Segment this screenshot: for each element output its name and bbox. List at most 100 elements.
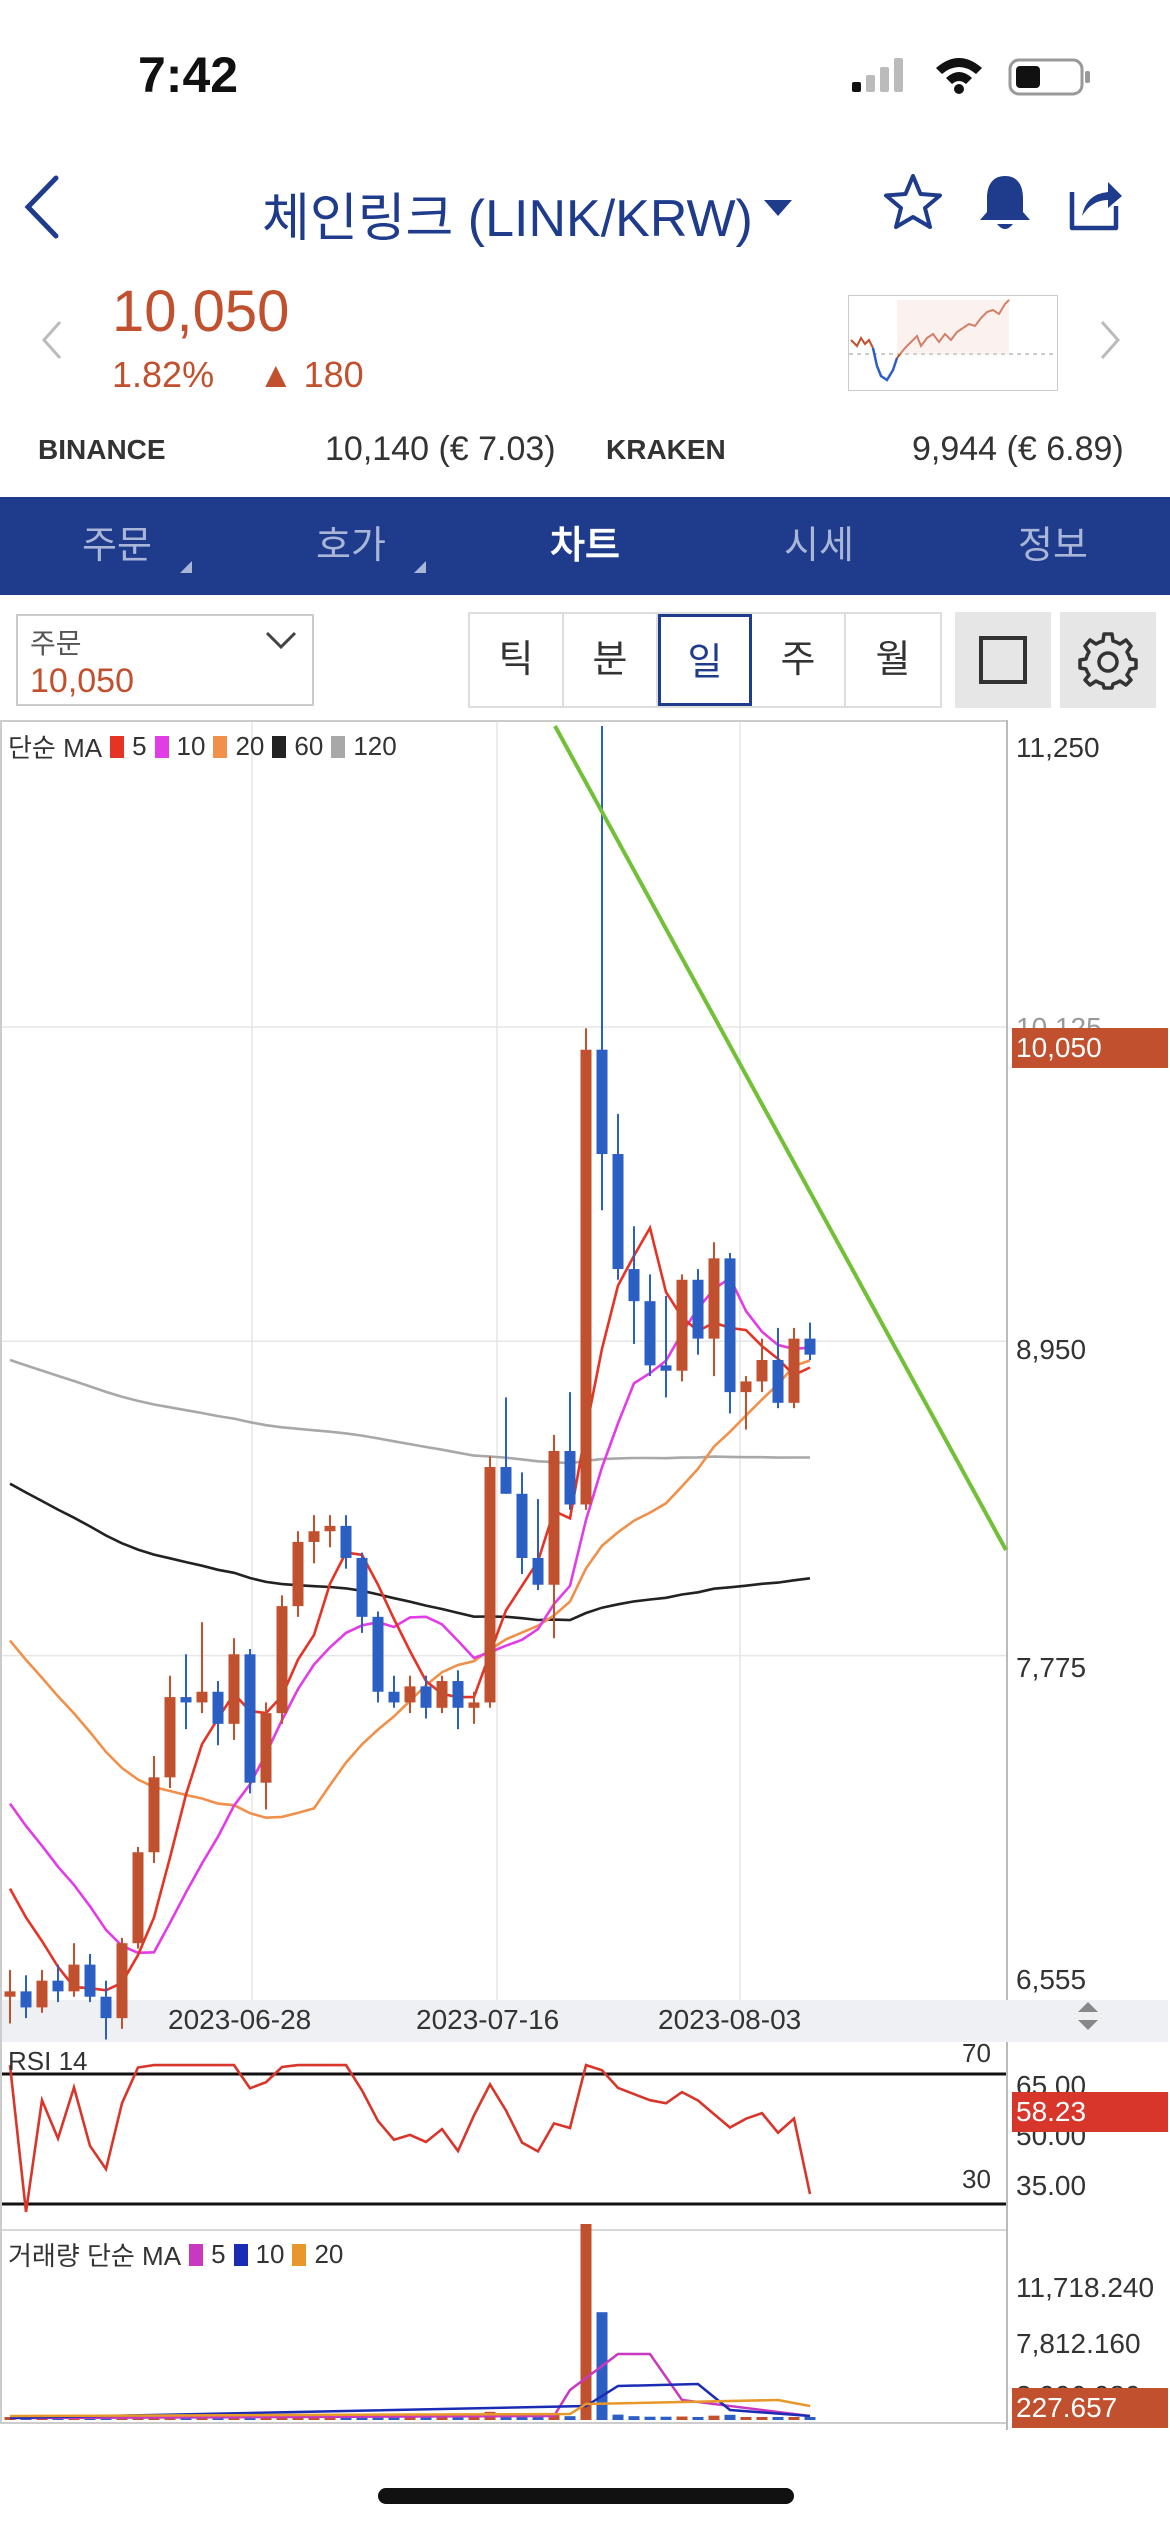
volume-bar bbox=[708, 2415, 720, 2420]
fullscreen-button[interactable] bbox=[955, 612, 1051, 708]
tab-info-label: 정보 bbox=[1018, 525, 1088, 567]
ma-legend: 단순 MA 5 10 20 60 120 bbox=[8, 728, 397, 765]
vol-ma20-label: 20 bbox=[314, 2239, 344, 2269]
period-day[interactable]: 일 bbox=[658, 614, 752, 706]
cellular-signal-icon bbox=[852, 58, 903, 92]
chart-toolbar: 주문 10,050 틱 분 일 주 월 bbox=[0, 612, 1170, 712]
candle-body bbox=[628, 1269, 640, 1302]
star-icon[interactable] bbox=[882, 172, 944, 234]
candle-body bbox=[564, 1450, 576, 1505]
ma10-line bbox=[8, 1275, 811, 1955]
volume-bar bbox=[740, 2417, 752, 2420]
y-tick-label: 6,555 bbox=[1016, 1964, 1087, 1995]
tab-quotes[interactable]: 시세 bbox=[702, 497, 936, 595]
page-title[interactable]: 체인링크 (LINK/KRW) bbox=[262, 190, 753, 248]
candle-body bbox=[532, 1557, 544, 1585]
candle-body bbox=[580, 1049, 592, 1505]
share-icon[interactable] bbox=[1064, 172, 1124, 234]
candle-body bbox=[356, 1557, 368, 1617]
battery-icon bbox=[1008, 58, 1090, 96]
x-tick-label: 2023-08-03 bbox=[658, 2004, 802, 2035]
volume-bar bbox=[452, 2417, 464, 2420]
rsi-legend: RSI 14 bbox=[8, 2046, 88, 2077]
volume-bar bbox=[756, 2417, 768, 2420]
order-dropdown-value: 10,050 bbox=[30, 662, 134, 700]
rsi-title: RSI 14 bbox=[8, 2046, 88, 2076]
volume-title: 거래량 단순 MA bbox=[8, 2241, 182, 2271]
caret-down-icon[interactable] bbox=[762, 198, 794, 218]
gear-icon bbox=[1078, 632, 1138, 690]
candle-body bbox=[212, 1691, 224, 1724]
candle-body bbox=[484, 1467, 496, 1703]
volume-bar bbox=[676, 2416, 688, 2420]
volume-bar bbox=[644, 2416, 656, 2420]
period-minute[interactable]: 분 bbox=[564, 614, 658, 706]
tab-info[interactable]: 정보 bbox=[936, 497, 1170, 595]
rsi-tick-label: 30 bbox=[962, 2164, 991, 2194]
volume-legend: 거래량 단순 MA 5 10 20 bbox=[8, 2236, 343, 2273]
wifi-icon bbox=[936, 58, 982, 94]
chevron-right-icon[interactable] bbox=[1098, 318, 1122, 362]
order-dropdown-label: 주문 bbox=[30, 628, 82, 659]
x-tick-label: 2023-06-28 bbox=[168, 2004, 312, 2035]
tab-order[interactable]: 주문 bbox=[0, 497, 234, 595]
candle-body bbox=[324, 1525, 336, 1532]
candle-body bbox=[340, 1525, 352, 1558]
candle-body bbox=[548, 1450, 560, 1585]
change-percent: 1.82% bbox=[112, 354, 215, 395]
vol-ma5-swatch bbox=[189, 2243, 204, 2266]
tab-order-label: 주문 bbox=[82, 525, 152, 567]
candle-body bbox=[52, 1980, 64, 1992]
mini-sparkline[interactable] bbox=[848, 295, 1058, 391]
back-arrow-icon[interactable] bbox=[20, 172, 64, 242]
period-tick[interactable]: 틱 bbox=[470, 614, 564, 706]
chevron-left-icon[interactable] bbox=[40, 318, 64, 362]
candle-body bbox=[20, 1991, 32, 2008]
volume-bar bbox=[388, 2417, 400, 2420]
candle-body bbox=[36, 1980, 48, 2008]
rsi-value-tag: 58.23 bbox=[1012, 2092, 1168, 2132]
chart-area[interactable]: 단순 MA 5 10 20 60 120 11,250 10,125 8,950… bbox=[0, 720, 1170, 2430]
y-tick-label: 7,775 bbox=[1016, 1652, 1087, 1683]
vol-ma10-label: 10 bbox=[255, 2239, 285, 2269]
price-summary: 10,050 1.82% ▲ 180 bbox=[0, 270, 1170, 400]
volume-bar bbox=[324, 2417, 336, 2420]
tab-chart[interactable]: 차트 bbox=[468, 497, 702, 595]
ma20-swatch bbox=[213, 735, 228, 758]
order-dropdown[interactable]: 주문 10,050 bbox=[16, 614, 314, 706]
ma5-label: 5 bbox=[132, 731, 147, 761]
ma10-swatch bbox=[154, 735, 169, 758]
ma5-swatch bbox=[110, 735, 125, 758]
corner-mark-icon bbox=[414, 561, 426, 573]
ma20-label: 20 bbox=[235, 731, 265, 761]
period-selector: 틱 분 일 주 월 bbox=[468, 612, 942, 708]
vol-ma10-swatch bbox=[233, 2243, 248, 2266]
home-indicator[interactable] bbox=[378, 2488, 794, 2504]
volume-bar bbox=[788, 2417, 800, 2420]
tab-chart-label: 차트 bbox=[550, 525, 620, 567]
change-amount: ▲ 180 bbox=[258, 354, 364, 395]
ma-legend-title: 단순 MA bbox=[8, 733, 103, 763]
volume-bar bbox=[4, 2417, 16, 2420]
period-month[interactable]: 월 bbox=[846, 614, 940, 706]
candle-body bbox=[180, 1697, 192, 1703]
candlestick-chart[interactable] bbox=[0, 720, 1170, 2430]
volume-bar bbox=[516, 2416, 528, 2420]
volume-bar bbox=[436, 2417, 448, 2420]
candle-body bbox=[308, 1531, 320, 1542]
bell-icon[interactable] bbox=[976, 172, 1034, 234]
kraken-label: KRAKEN bbox=[606, 434, 726, 465]
tab-orderbook[interactable]: 호가 bbox=[234, 497, 468, 595]
ma60-line bbox=[9, 1482, 811, 1622]
chevron-down-icon bbox=[265, 631, 297, 650]
volume-bar bbox=[772, 2417, 784, 2420]
volume-bar bbox=[308, 2417, 320, 2420]
settings-button[interactable] bbox=[1060, 612, 1156, 708]
candle-body bbox=[100, 1996, 112, 2019]
y-tick-label: 8,950 bbox=[1016, 1334, 1087, 1365]
period-week[interactable]: 주 bbox=[752, 614, 846, 706]
last-price-tag: 10,050 bbox=[1012, 1028, 1168, 1068]
status-time: 7:42 bbox=[138, 47, 239, 103]
ma120-label: 120 bbox=[353, 731, 397, 761]
candle-body bbox=[68, 1964, 80, 1992]
